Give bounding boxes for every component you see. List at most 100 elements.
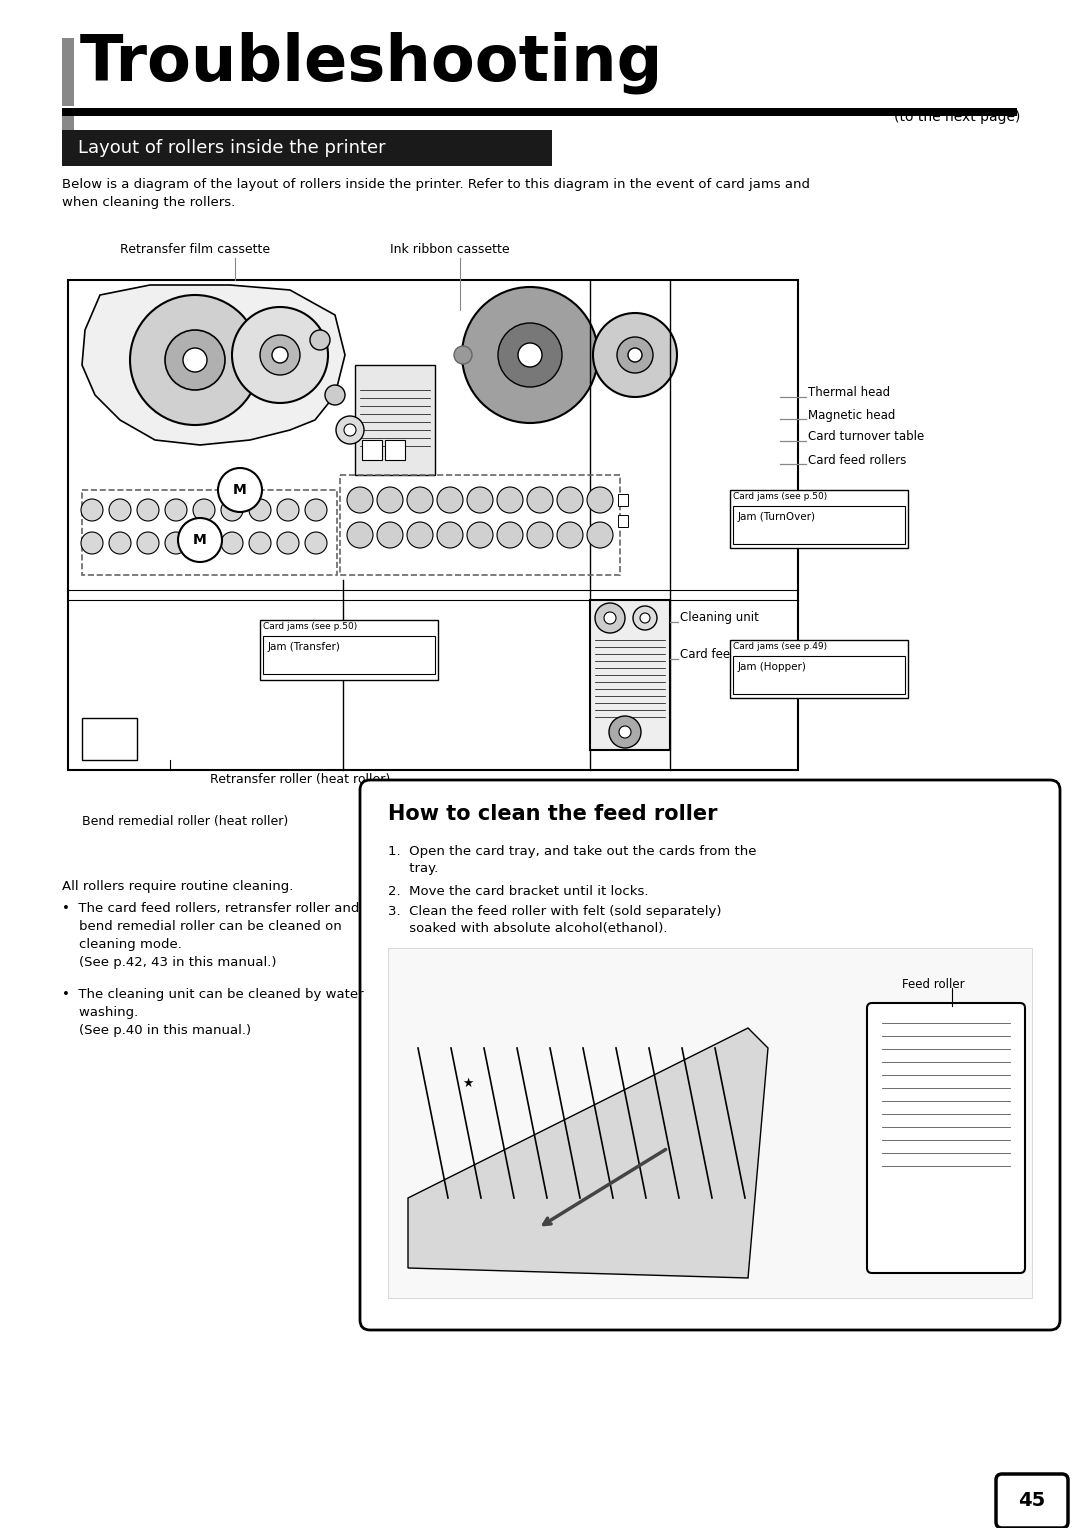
- Text: Magnetic head: Magnetic head: [808, 408, 895, 422]
- Text: when cleaning the rollers.: when cleaning the rollers.: [62, 196, 235, 209]
- Bar: [62, 108, 1017, 116]
- Circle shape: [276, 500, 299, 521]
- Circle shape: [276, 532, 299, 555]
- Bar: [733, 656, 905, 694]
- Bar: [340, 475, 620, 575]
- Text: Cleaning unit: Cleaning unit: [680, 611, 759, 625]
- Text: Troubleshooting: Troubleshooting: [80, 32, 663, 95]
- Text: How to clean the feed roller: How to clean the feed roller: [388, 804, 717, 824]
- Text: Jam (Hopper): Jam (Hopper): [738, 662, 807, 672]
- Text: All rollers require routine cleaning.: All rollers require routine cleaning.: [62, 880, 294, 892]
- Circle shape: [137, 532, 159, 555]
- Circle shape: [407, 487, 433, 513]
- Circle shape: [165, 532, 187, 555]
- Circle shape: [347, 523, 373, 549]
- Bar: [384, 440, 405, 460]
- Circle shape: [588, 487, 613, 513]
- Circle shape: [260, 335, 300, 374]
- Circle shape: [557, 487, 583, 513]
- Circle shape: [593, 313, 677, 397]
- Polygon shape: [408, 1028, 768, 1277]
- Text: Card feed rollers: Card feed rollers: [680, 648, 779, 662]
- Circle shape: [437, 523, 463, 549]
- Circle shape: [165, 330, 225, 390]
- Circle shape: [454, 345, 472, 364]
- Circle shape: [305, 532, 327, 555]
- FancyBboxPatch shape: [996, 1475, 1068, 1528]
- Text: Jam (TurnOver): Jam (TurnOver): [738, 512, 816, 523]
- Circle shape: [178, 518, 222, 562]
- Circle shape: [109, 532, 131, 555]
- Text: Card feed rollers: Card feed rollers: [808, 454, 906, 466]
- Bar: [82, 490, 337, 575]
- Circle shape: [527, 487, 553, 513]
- Text: M: M: [193, 533, 207, 547]
- Bar: [590, 601, 670, 750]
- Text: Jam (Transfer): Jam (Transfer): [268, 642, 341, 652]
- Circle shape: [221, 500, 243, 521]
- Text: Feed roller: Feed roller: [902, 978, 964, 992]
- Circle shape: [609, 717, 642, 749]
- Circle shape: [183, 348, 207, 371]
- Text: bend remedial roller can be cleaned on: bend remedial roller can be cleaned on: [62, 920, 341, 934]
- Text: Layout of rollers inside the printer: Layout of rollers inside the printer: [78, 139, 386, 157]
- FancyBboxPatch shape: [867, 1002, 1025, 1273]
- Circle shape: [498, 322, 562, 387]
- Circle shape: [527, 523, 553, 549]
- Circle shape: [377, 523, 403, 549]
- Text: Card jams (see p.50): Card jams (see p.50): [264, 622, 357, 631]
- Circle shape: [627, 348, 642, 362]
- Circle shape: [497, 487, 523, 513]
- Circle shape: [345, 423, 356, 435]
- Text: tray.: tray.: [388, 862, 438, 876]
- FancyBboxPatch shape: [360, 779, 1059, 1329]
- Circle shape: [588, 523, 613, 549]
- Circle shape: [130, 295, 260, 425]
- Circle shape: [81, 500, 103, 521]
- Text: Retransfer film cassette: Retransfer film cassette: [120, 243, 270, 257]
- Text: Below is a diagram of the layout of rollers inside the printer. Refer to this di: Below is a diagram of the layout of roll…: [62, 177, 810, 191]
- Circle shape: [221, 532, 243, 555]
- Circle shape: [81, 532, 103, 555]
- Circle shape: [407, 523, 433, 549]
- Circle shape: [604, 613, 616, 623]
- Bar: [730, 490, 908, 549]
- Text: cleaning mode.: cleaning mode.: [62, 938, 181, 950]
- Circle shape: [497, 523, 523, 549]
- Circle shape: [617, 338, 653, 373]
- Text: soaked with absolute alcohol(ethanol).: soaked with absolute alcohol(ethanol).: [388, 921, 667, 935]
- Text: Card turnover table: Card turnover table: [808, 431, 924, 443]
- Bar: [82, 718, 137, 759]
- Bar: [62, 115, 75, 134]
- Bar: [355, 365, 435, 475]
- Circle shape: [218, 468, 262, 512]
- PathPatch shape: [82, 286, 345, 445]
- Circle shape: [336, 416, 364, 445]
- Circle shape: [305, 500, 327, 521]
- Bar: [264, 636, 435, 674]
- Circle shape: [232, 307, 328, 403]
- Circle shape: [462, 287, 598, 423]
- Circle shape: [272, 347, 288, 364]
- Circle shape: [193, 500, 215, 521]
- Text: Retransfer roller (heat roller): Retransfer roller (heat roller): [210, 773, 390, 785]
- Circle shape: [437, 487, 463, 513]
- Circle shape: [595, 604, 625, 633]
- Circle shape: [518, 342, 542, 367]
- Text: (to the next page): (to the next page): [893, 110, 1020, 124]
- Circle shape: [249, 500, 271, 521]
- Text: Card jams (see p.49): Card jams (see p.49): [733, 642, 827, 651]
- Circle shape: [557, 523, 583, 549]
- Bar: [260, 620, 438, 680]
- Text: 1.  Open the card tray, and take out the cards from the: 1. Open the card tray, and take out the …: [388, 845, 756, 859]
- Text: 2.  Move the card bracket until it locks.: 2. Move the card bracket until it locks.: [388, 885, 648, 898]
- Text: Card jams (see p.50): Card jams (see p.50): [733, 492, 827, 501]
- Circle shape: [619, 726, 631, 738]
- Circle shape: [137, 500, 159, 521]
- Circle shape: [467, 523, 492, 549]
- Bar: [733, 506, 905, 544]
- Bar: [872, 1008, 1020, 1268]
- Text: •  The cleaning unit can be cleaned by water: • The cleaning unit can be cleaned by wa…: [62, 989, 364, 1001]
- Circle shape: [310, 330, 330, 350]
- Text: (See p.42, 43 in this manual.): (See p.42, 43 in this manual.): [62, 957, 276, 969]
